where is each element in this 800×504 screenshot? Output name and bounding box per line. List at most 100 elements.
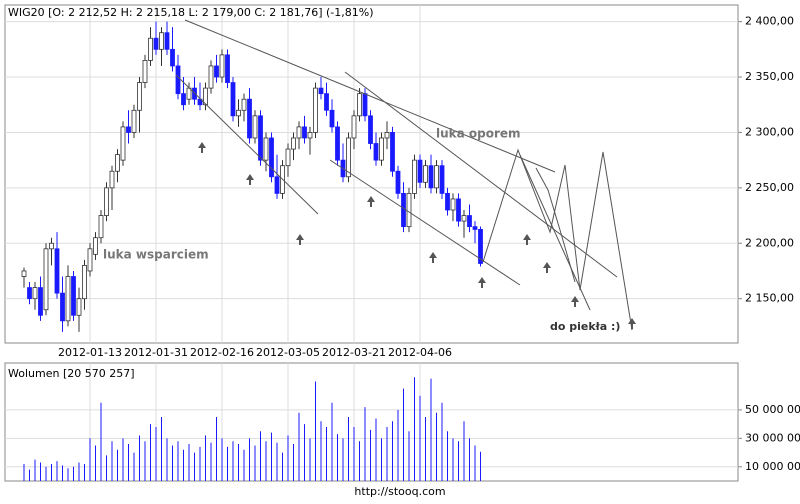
volume-title: Wolumen [20 570 257] [8,367,135,380]
candle-body [368,115,373,144]
y-tick-label: 2 400,00 [745,15,794,28]
candle-body [263,137,269,161]
chart-title: WIG20 [O: 2 212,52 H: 2 215,18 L: 2 179,… [8,6,374,19]
candle-body [472,226,478,230]
candle-body [93,237,98,255]
candle-body [346,137,351,178]
candle-body [175,65,181,95]
candle-body [285,148,291,167]
candle-body [241,98,247,111]
candle-body [362,93,368,117]
candle-body [461,215,467,222]
candle-body [467,215,472,228]
candle-body [296,126,302,139]
candle-body [373,143,379,161]
y-tick-label: 2 150,00 [745,292,794,305]
grid [5,5,738,481]
projection [482,148,633,331]
candle-body [109,170,115,189]
candle-body [76,298,82,316]
candle-body [82,265,87,300]
candle-body [153,37,159,50]
x-tick-label: 2012-01-13 [58,346,122,359]
candle-body [357,93,362,117]
candle-body [65,276,71,322]
projection [535,167,576,283]
y-tick-label: 2 200,00 [745,236,794,249]
candle-body [456,198,461,222]
candle-body [49,242,54,250]
candle-body [225,54,230,83]
footer: http://stooq.com [354,485,445,498]
candle-body [269,137,274,178]
candle-body [478,228,483,264]
candle-body [434,165,439,189]
candle-body [148,37,153,61]
candle-body [252,115,258,139]
candle-body [318,87,324,95]
candle-body [126,126,131,133]
candle-body [313,87,318,133]
price-panel [4,4,739,344]
candle-body [230,82,236,117]
drawings: luka wsparciem luka oporem do piekła :) [103,19,636,333]
candle-body [98,215,104,239]
candle-body [214,65,219,78]
candle-body [274,176,280,194]
candle-body [197,98,203,106]
candle-body [390,132,395,172]
y-tick-label: 2 350,00 [745,70,794,83]
candle-body [87,248,93,272]
candle-body [412,159,417,194]
candle-body [401,192,406,228]
candle-body [335,126,340,161]
candle-body [170,48,175,67]
candle-body [120,126,126,161]
x-tick-label: 2012-02-16 [190,346,254,359]
candle-body [115,154,120,172]
candle-body [236,109,241,117]
candle-body [379,137,384,161]
arrows [198,142,636,329]
candle-body [423,165,428,183]
volume-panel [4,362,739,482]
annotation: luka oporem [436,127,521,141]
candle-body [219,54,225,78]
candle-body [302,126,307,139]
candle-body [247,98,252,139]
candle-body [406,192,412,228]
candle-body [27,287,32,300]
candle-body [203,87,208,106]
candle-body [43,248,49,311]
candle-body [54,248,60,294]
candle-body [395,170,401,194]
candle-body [104,187,109,216]
y-tick-label: 2 250,00 [745,181,794,194]
candle-body [258,115,263,161]
x-tick-label: 2012-03-21 [322,346,386,359]
candle-body [351,115,357,139]
candle-body [181,93,186,106]
candle-body [208,65,214,89]
candle-body [439,165,445,194]
y-tick-label: 2 300,00 [745,125,794,138]
y-tick-label: 10 000 000 [745,460,800,473]
annotation: luka wsparciem [103,248,209,262]
trend-line [329,159,521,286]
x-tick-label: 2012-04-06 [388,346,452,359]
candle-body [32,287,38,300]
candle-body [428,165,434,189]
x-tick-label: 2012-01-31 [124,346,188,359]
candle-body [21,270,27,277]
candle-body [324,93,329,111]
candle-body [60,292,65,322]
y-tick-label: 30 000 000 [745,431,800,444]
annotation: do piekła :) [550,320,620,333]
candle-body [164,32,170,50]
trend-line [344,71,618,278]
candle-body [142,60,148,83]
y-tick-label: 50 000 000 [745,403,800,416]
candle-body [307,132,313,139]
candle-body [291,137,296,150]
candle-body [417,159,423,183]
